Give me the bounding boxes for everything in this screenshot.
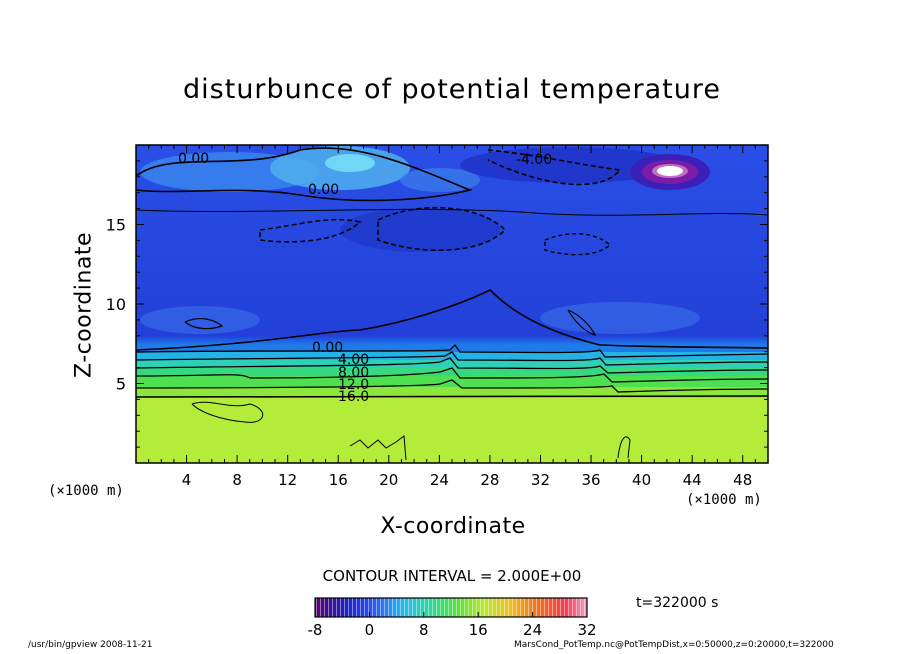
x-tick-label: 32 — [531, 471, 550, 489]
x-tick-label: 24 — [430, 471, 449, 489]
contour-label: 16.0 — [338, 389, 369, 405]
chart-title: disturbunce of potential temperature — [183, 74, 721, 105]
y-tick-label: 5 — [116, 375, 126, 394]
x-tick-label: 8 — [232, 471, 242, 489]
x-unit-right: (×1000 m) — [686, 492, 762, 508]
x-axis-label: X-coordinate — [380, 514, 526, 539]
contour-label: 12.0 — [338, 377, 369, 393]
y-tick-label: 15 — [106, 216, 126, 235]
contour-label: 8.00 — [338, 365, 369, 381]
contour-interval: CONTOUR INTERVAL = 2.000E+00 — [322, 567, 582, 585]
x-tick-label: 12 — [278, 471, 297, 489]
x-tick-label: 36 — [581, 471, 600, 489]
footer-left: /usr/bin/gpview 2008-11-21 — [28, 640, 153, 650]
contour-label: 4.00 — [338, 352, 369, 368]
colorbar-tick-label: 24 — [523, 621, 542, 639]
contour-label: 0.00 — [312, 340, 343, 356]
contour-label: 0.00 — [178, 151, 209, 167]
x-tick-label: 16 — [329, 471, 348, 489]
colorbar-tick-label: 8 — [419, 621, 429, 639]
x-tick-label: 20 — [379, 471, 398, 489]
x-tick-label: 4 — [182, 471, 192, 489]
x-axis: 4 8 12 16 20 24 28 32 36 40 44 48 — [135, 145, 769, 489]
contour-field — [136, 145, 768, 463]
contour-label: -4.00 — [516, 152, 552, 168]
y-axis: 5 10 15 — [106, 144, 768, 464]
colorbar-tick-label: 16 — [469, 621, 488, 639]
contour-label: 0.00 — [308, 182, 339, 198]
x-tick-label: 40 — [632, 471, 651, 489]
x-tick-label: 44 — [683, 471, 702, 489]
x-unit-left: (×1000 m) — [48, 483, 124, 499]
x-tick-label: 48 — [733, 471, 752, 489]
x-tick-label: 28 — [480, 471, 499, 489]
colorbar-tick-label: 32 — [577, 621, 596, 639]
y-tick-label: 10 — [106, 295, 126, 314]
time-label: t=322000 s — [636, 595, 719, 611]
colorbar: -8 0 8 16 24 32 — [308, 597, 597, 639]
footer-right: MarsCond_PotTemp.nc@PotTempDist,x=0:5000… — [514, 640, 834, 650]
colorbar-tick-label: 0 — [365, 621, 375, 639]
colorbar-tick-label: -8 — [308, 621, 323, 639]
